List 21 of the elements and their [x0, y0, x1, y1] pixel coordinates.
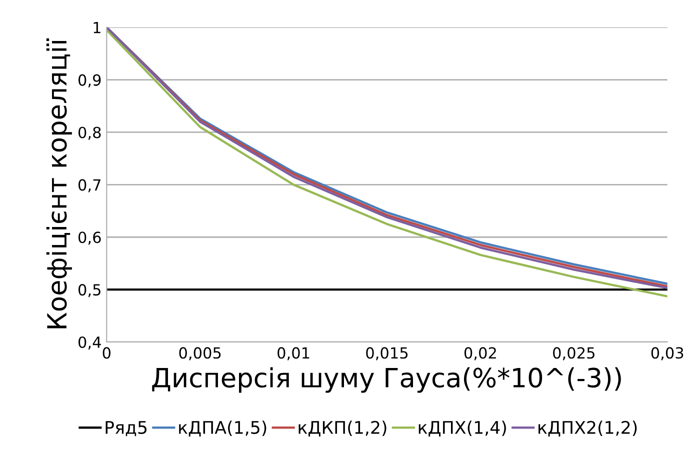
x-tick-label: 0,005 [179, 347, 221, 360]
x-tick-label: 0,01 [278, 347, 310, 360]
x-tick-label: 0,015 [366, 347, 408, 360]
y-tick-label: 0,5 [78, 284, 100, 298]
legend-label: кДКП(1,2) [298, 420, 386, 436]
y-tick-label: 0,6 [78, 232, 101, 245]
x-tick-label: 0,03 [651, 347, 684, 360]
legend-label: Ряд5 [106, 421, 147, 436]
x-tick-label: 0,02 [464, 347, 496, 360]
y-tick-label: 0,4 [78, 336, 101, 350]
y-tick-label: 0,9 [78, 74, 101, 88]
x-axis-title: Дисперсія шуму Гауса(%*10^(-3)) [152, 367, 621, 393]
y-tick-label: 1 [94, 22, 100, 34]
x-tick-label: 0,025 [553, 347, 594, 360]
legend-label: кДПХ(1,4) [418, 420, 506, 436]
x-tick-label: 0 [102, 347, 110, 359]
y-tick-label: 0,7 [78, 179, 100, 192]
legend-label: кДПА(1,5) [179, 420, 266, 436]
y-tick-label: 0,8 [78, 126, 101, 140]
legend-label: кДПХ2(1,2) [538, 420, 637, 436]
y-axis-title: Коефіцієнт кореляції [46, 38, 72, 328]
